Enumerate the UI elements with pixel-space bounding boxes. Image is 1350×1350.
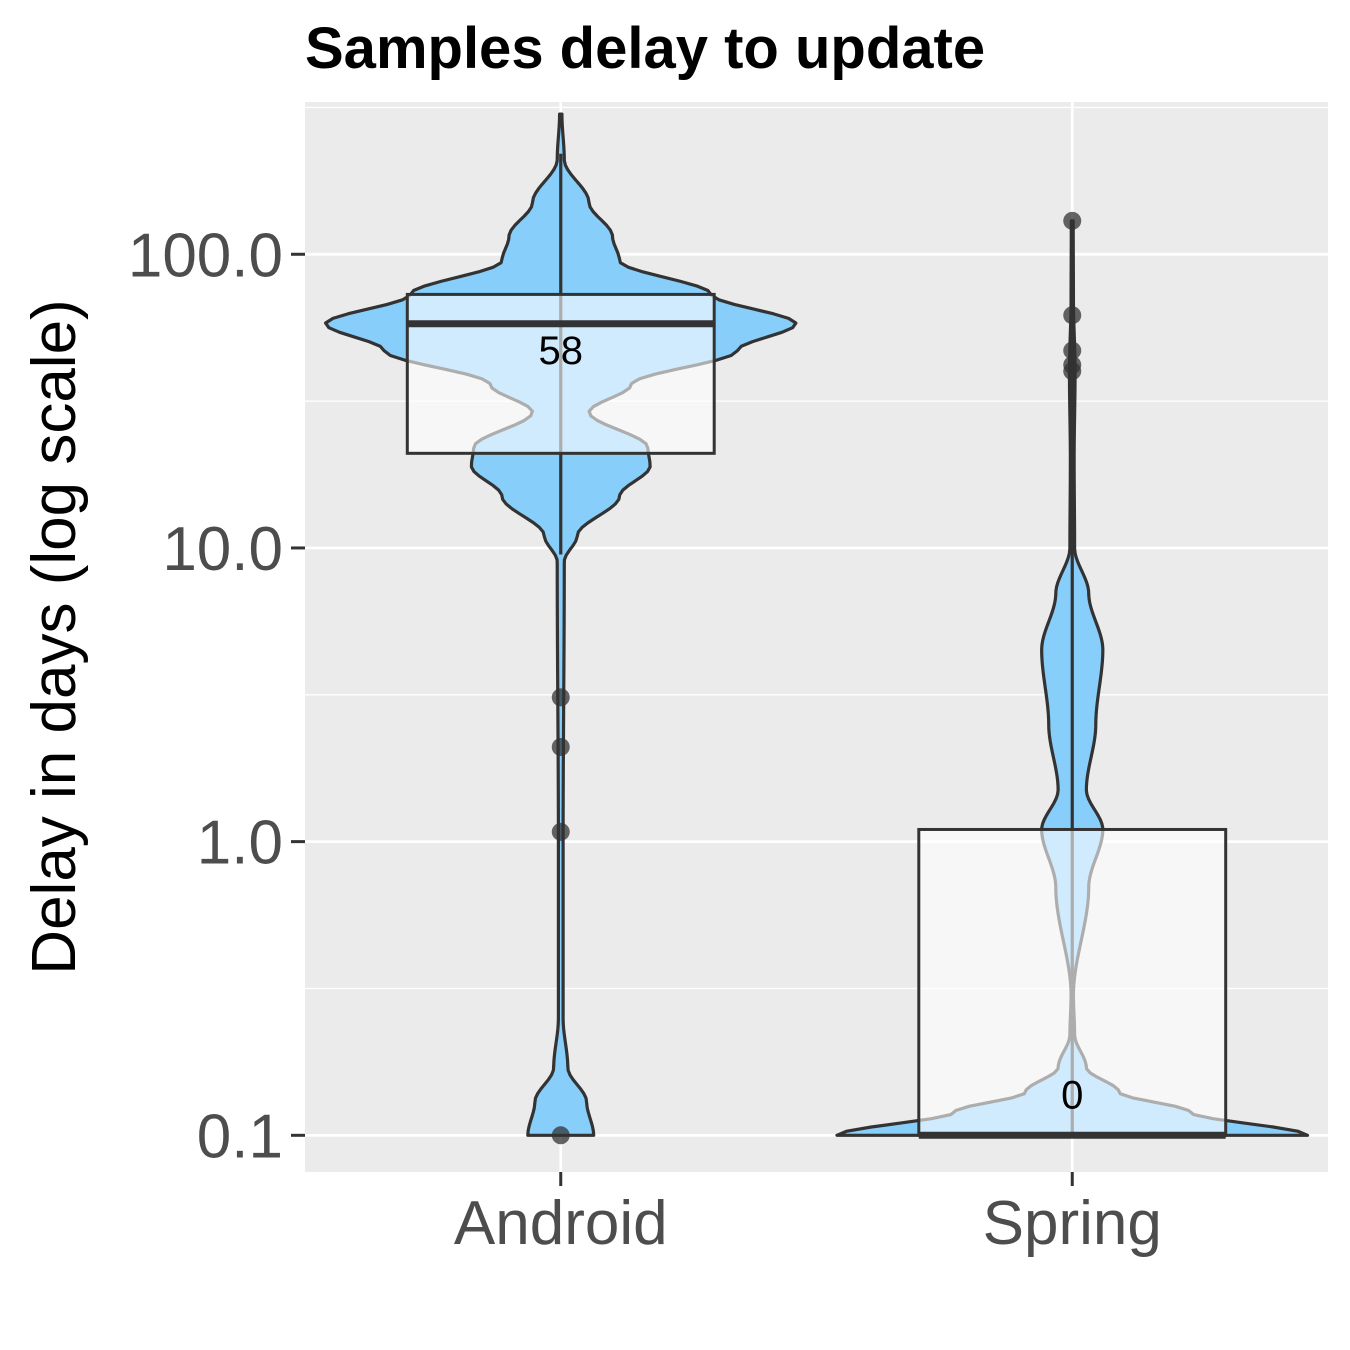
y-tick-label: 1.0: [197, 809, 283, 878]
outlier-point: [551, 1126, 570, 1145]
chart-title: Samples delay to update: [305, 16, 985, 81]
box-spring: [917, 827, 1228, 1137]
violin-android: [324, 112, 798, 1137]
median-label-android: 58: [539, 329, 584, 373]
outlier-point: [1063, 355, 1082, 374]
y-tick-label: 100.0: [128, 221, 283, 290]
y-tick-label: 0.1: [197, 1102, 283, 1171]
y-axis-label: Delay in days (log scale): [20, 299, 89, 974]
violins: 58 0: [324, 112, 1310, 1145]
x-tick-label: Android: [454, 1189, 668, 1258]
outlier-point: [551, 822, 570, 841]
outlier-point: [1063, 306, 1082, 325]
outlier-point: [551, 688, 570, 707]
median-label-spring: 0: [1061, 1073, 1083, 1117]
outlier-point: [551, 738, 570, 757]
axes: 0.1 1.0 10.0 100.0 Android Spring: [128, 221, 1162, 1258]
box-android: [405, 292, 716, 455]
y-tick-label: 10.0: [162, 515, 283, 584]
x-tick-label: Spring: [983, 1189, 1162, 1258]
outlier-point: [1063, 341, 1082, 360]
outlier-point: [1063, 211, 1082, 230]
